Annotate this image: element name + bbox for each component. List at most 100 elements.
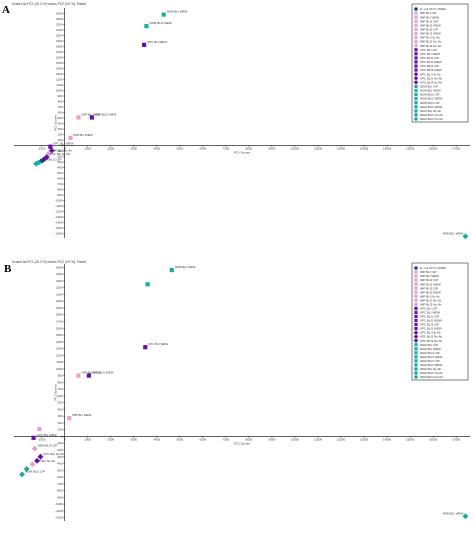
panel-a-y-tick-label: 2100 (56, 28, 63, 32)
panel-b-y-tick-label: -1100 (55, 509, 63, 513)
panel-a-y-tick-label: -200 (57, 155, 63, 159)
panel-b-y-tick-label: 600 (58, 394, 63, 398)
panel-b-y-tick-label: 2200 (56, 286, 63, 290)
panel-a-legend-marker (413, 108, 419, 114)
panel-b-x-tick-label: 7000 (223, 437, 230, 441)
panel-b-x-tick-label: 13000 (360, 437, 369, 441)
panel-a-y-tick-label: 800 (58, 100, 63, 104)
panel-b-x-tick-label: 17000 (452, 437, 461, 441)
panel-b-legend-marker (413, 334, 419, 339)
panel-b-y-tick-label: 100 (58, 428, 63, 432)
panel-b-legend-marker (414, 359, 418, 363)
panel-b-point-label: NDM BLI WEW (175, 265, 196, 269)
panel-b-legend-entry: IMP BLI3 CIP (420, 286, 438, 290)
panel-b-legend-entry: KPC BLI3 WEW (420, 327, 442, 331)
panel-b-data-point (29, 461, 36, 468)
panel-b-data-point (37, 426, 42, 432)
panel-a-x-tick-label: -1000 (38, 147, 46, 151)
panel-b-point-label: NDM BLI3 CIP (38, 444, 58, 448)
panel-a-data-point (48, 144, 53, 149)
panel-b-legend-entry: IMP BLI WEW (420, 274, 439, 278)
panel-b-letter: B (4, 263, 12, 275)
panel-a-y-tick-label: 1600 (56, 56, 63, 60)
panel-b-y-tick-label: -700 (57, 482, 63, 486)
panel-b-legend-marker (414, 282, 418, 286)
panel-b-legend-marker (413, 330, 419, 335)
panel-a-legend-marker (414, 27, 418, 31)
panel-a-legend-entry: KPC BLI2 WEW (420, 60, 442, 64)
panel-b-y-tick-label: 300 (58, 414, 63, 418)
panel-b-data-point (145, 282, 150, 287)
panel-a-y-axis-label: PC2 Scores (54, 115, 58, 132)
panel-a-point-label: IMP BLI No Ab (52, 148, 72, 152)
panel-b-point-label: KPC BLI WEW (148, 342, 168, 346)
panel-b-y-axis-label: PC2 Scores (54, 384, 58, 401)
panel-b-legend-entry: KPC BLI2 WEW (420, 319, 442, 323)
panel-a-legend-entry: KPC BLI WEW (420, 52, 440, 56)
panel-b-legend-box (411, 262, 469, 381)
panel-a-legend-entry: E. coli ATCC 25922 (420, 7, 446, 11)
panel-a-legend-entry: IMP BLI2 WEW (420, 23, 441, 27)
panel-b-legend-marker (414, 318, 418, 323)
panel-a-legend-marker (413, 35, 419, 40)
panel-b-legend-marker (414, 290, 418, 294)
panel-a-point-label: IMP BLI WEW (73, 133, 92, 137)
panel-b-title: Scores for PC1 (26.2 %) versus PC2 (4.9 … (12, 260, 86, 264)
panel-a-legend-entry: IMP BLI3 No Ab (420, 44, 442, 48)
panel-a-data-point (68, 135, 73, 140)
panel-a-y-tick-label: 1100 (56, 83, 63, 87)
panel-b-point-label: IMP BLI WEW (81, 371, 100, 375)
panel-b-legend-marker (413, 294, 419, 299)
panel-a-y-tick-label: -600 (57, 177, 63, 181)
panel-a-y-tick-label: -700 (57, 182, 63, 186)
panel-b-y-tick-label: 1300 (56, 347, 63, 351)
panel-a-title: Scores for PC1 (26.2 %) versus PC2 (4.9 … (12, 2, 86, 6)
panel-b-y-tick-label: 400 (58, 407, 63, 411)
panel-a-data-point (46, 150, 52, 157)
panel-b-x-tick-label: 4000 (153, 437, 160, 441)
panel-a-x-tick-label: 6000 (200, 147, 207, 151)
panel-b-y-tick-label: 1400 (56, 340, 63, 344)
panel-b-y-tick-label: 700 (58, 387, 63, 391)
panel-a-legend-entry: NDM BLI3 WEW (420, 105, 443, 109)
panel-a-legend-marker (414, 23, 418, 27)
panel-b-legend-entry: IMP BLI CIP (420, 270, 436, 274)
panel-b-y-tick-label: 2100 (56, 292, 63, 296)
panel-b-point-label: KPC BLI WEW (37, 433, 57, 437)
panel-a-legend-marker (413, 43, 419, 48)
panel-b-y-tick-label: 2400 (56, 272, 63, 276)
panel-a-y-tick-label: 1500 (56, 61, 63, 65)
panel-a-y-tick-label: 1800 (56, 45, 63, 49)
panel-b-x-tick-label: 10000 (291, 437, 300, 441)
panel-b-legend-entry: IMP BLI No Ab (420, 294, 440, 298)
panel-b-legend-marker (414, 266, 418, 270)
panel-b-legend-entry: KPC BLI2 No Ab (420, 335, 443, 339)
panel-b-x-tick-label: -1000 (38, 437, 46, 441)
panel-b-y-tick-label: 1700 (56, 319, 63, 323)
panel-b-y-tick-label: 500 (58, 401, 63, 405)
panel-b-data-point (86, 373, 91, 378)
panel-a-legend-marker (414, 52, 418, 56)
panel-b-x-tick-label: 11000 (314, 437, 322, 441)
panel-a-y-tick-label: -900 (57, 193, 63, 197)
panel-a-legend-entry: IMP BLI2 CIP (420, 19, 438, 23)
panel-a-legend-entry: KPC BLI No Ab (420, 72, 441, 76)
panel-a-point-label: NDM BLI WEW (443, 231, 464, 235)
panel-b-x-tick-label: 15000 (406, 437, 415, 441)
panel-b-legend-entry: IMP BLI3 No Ab (420, 302, 442, 306)
panel-b-legend-entry: E. coli ATCC 25922 (420, 266, 446, 270)
panel-b-legend-entry: NDM BLI3 WEW (420, 363, 443, 367)
panel-a-legend-marker (414, 56, 418, 60)
panel-b-y-tick-label: 1000 (56, 367, 63, 371)
panel-b-legend-marker (414, 347, 418, 351)
panel-b-legend-marker (414, 326, 418, 331)
panel-b-y-tick-label: -400 (57, 462, 63, 466)
panel-b-data-point (462, 513, 469, 520)
panel-b-legend-marker (414, 278, 418, 282)
panel-a-x-tick-label: 14000 (383, 147, 392, 151)
panel-a-point-label: NDM BLI WEW (167, 10, 188, 14)
panel-a-y-tick-label: -1600 (55, 232, 63, 236)
panel-a-data-point (161, 12, 166, 17)
